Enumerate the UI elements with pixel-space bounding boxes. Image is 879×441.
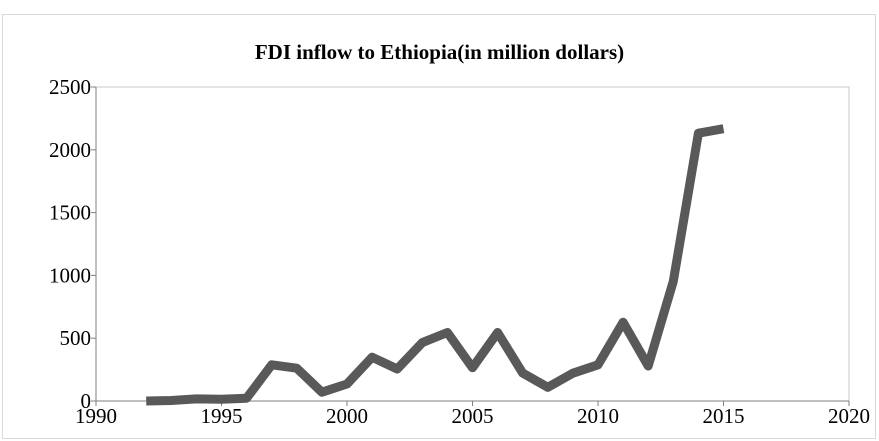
plot-area — [95, 86, 850, 402]
y-tick-label: 1500 — [49, 201, 91, 225]
y-tick-label: 2000 — [49, 138, 91, 162]
chart-frame — [2, 14, 876, 439]
x-tick-label: 2010 — [577, 404, 619, 428]
series-line — [146, 124, 725, 406]
x-tick-label: 1995 — [201, 404, 243, 428]
x-tick-label: 2020 — [828, 404, 870, 428]
axis-ticks: 0 500 1000 1500 2000 2500 1990 1995 2000 2005 2010… — [49, 75, 870, 428]
x-tick-label: 1990 — [75, 404, 117, 428]
y-tick-label: 1000 — [49, 263, 91, 287]
x-tick-label: 2015 — [703, 404, 745, 428]
x-tick-label: 2000 — [326, 404, 368, 428]
chart-title: FDI inflow to Ethiopia(in million dollar… — [254, 40, 625, 64]
y-tick-label: 500 — [60, 326, 92, 350]
y-tick-label: 0 — [81, 389, 92, 413]
x-tick-label: 2005 — [452, 404, 494, 428]
plot-axes — [95, 86, 850, 402]
y-tick-label: 2500 — [49, 75, 91, 99]
series-layer — [146, 124, 725, 406]
